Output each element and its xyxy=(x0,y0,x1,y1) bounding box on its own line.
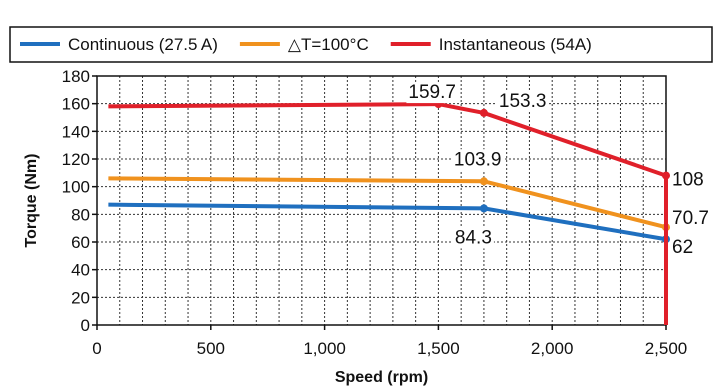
data-label-bg xyxy=(451,149,504,171)
series-point xyxy=(479,108,488,117)
x-tick-label: 0 xyxy=(92,339,101,358)
y-tick-label: 180 xyxy=(62,67,90,86)
plot-frame xyxy=(96,75,667,326)
series-line-1 xyxy=(108,176,667,230)
grid xyxy=(97,76,666,325)
y-axis-title: Torque (Nm) xyxy=(23,154,40,248)
y-tick-label: 0 xyxy=(81,316,90,335)
series-layer xyxy=(108,100,670,325)
legend-entry: Instantaneous (54A) xyxy=(439,35,592,54)
x-tick-label: 1,500 xyxy=(417,339,460,358)
data-labels: 84.3 62 103.9 70.7 159.7 153.3 108 xyxy=(406,82,711,259)
data-label: 103.9 xyxy=(454,149,502,170)
x-tick-label: 2,500 xyxy=(645,339,688,358)
y-tick-label: 100 xyxy=(62,178,90,197)
y-tick-label: 20 xyxy=(71,288,90,307)
axes: 0 20 40 60 80 100 120 140 160 180 0 500 1,000 1,500 2,… xyxy=(62,67,688,358)
y-tick-label: 80 xyxy=(71,205,90,224)
data-label-bg xyxy=(670,169,706,191)
x-axis-title: Speed (rpm) xyxy=(335,369,428,386)
data-label-bg xyxy=(670,237,696,259)
data-label: 159.7 xyxy=(408,82,456,103)
series-point xyxy=(479,204,488,213)
legend-box xyxy=(9,26,713,63)
series-line-0 xyxy=(108,202,667,242)
data-label: 108 xyxy=(672,170,704,191)
y-tick-label: 60 xyxy=(71,233,90,252)
y-tick-label: 140 xyxy=(62,122,90,141)
legend-entry: Continuous (27.5 A) xyxy=(68,35,218,54)
series-point xyxy=(479,177,488,186)
legend-entry: △T=100°C xyxy=(288,35,369,54)
y-tick-label: 120 xyxy=(62,150,90,169)
x-tick-label: 2,000 xyxy=(531,339,574,358)
data-label-bg xyxy=(670,208,711,230)
data-label: 84.3 xyxy=(455,227,492,248)
legend: Continuous (27.5 A) △T=100°C Instantaneous… xyxy=(9,26,713,63)
data-label: 62 xyxy=(672,237,693,258)
y-tick-label: 160 xyxy=(62,95,90,114)
data-label: 70.7 xyxy=(672,208,709,229)
series-point xyxy=(662,171,670,180)
x-tick-label: 500 xyxy=(197,339,225,358)
data-label: 153.3 xyxy=(499,91,547,112)
data-label-bg xyxy=(452,227,494,249)
data-label-bg xyxy=(496,90,549,112)
x-tick-label: 1,000 xyxy=(303,339,346,358)
data-label-bg xyxy=(406,82,458,104)
y-tick-label: 40 xyxy=(71,261,90,280)
